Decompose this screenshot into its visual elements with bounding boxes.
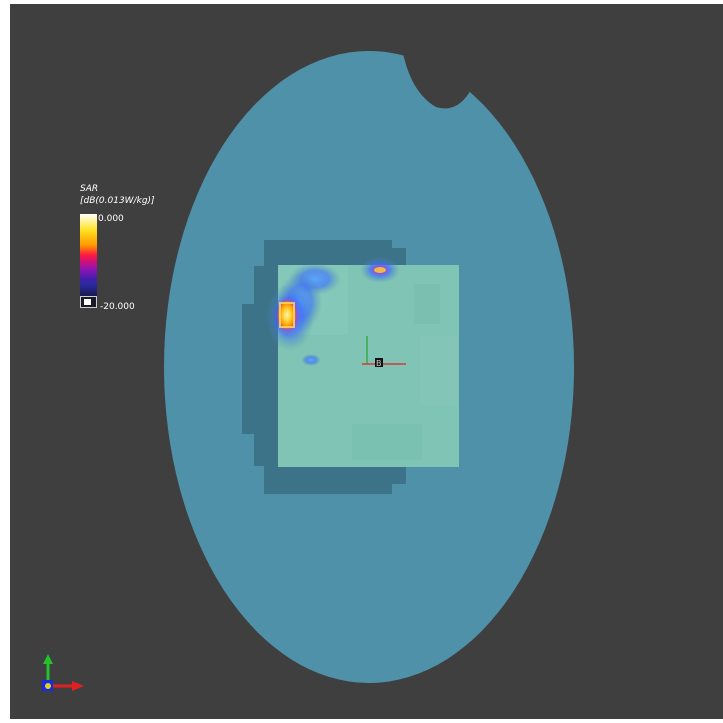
below-range-swatch xyxy=(80,296,97,308)
sar-scene: B xyxy=(42,44,574,691)
legend-unit: [dB(0.013W/kg)] xyxy=(80,196,155,206)
legend-min-label: -20.000 xyxy=(100,302,135,312)
color-scale-bar xyxy=(80,214,97,296)
3d-viewport[interactable]: B SAR [dB(0.013W/kg)] 0.000 -20.000 xyxy=(10,4,723,719)
sar-hotspot-upper xyxy=(360,257,400,283)
origin-crosshair-icon: B xyxy=(362,336,406,368)
device-board xyxy=(278,265,459,467)
sar-hotspot-small xyxy=(301,354,321,366)
legend-title: SAR xyxy=(80,184,99,194)
legend-max-label: 0.000 xyxy=(98,214,124,224)
xyz-axes-icon[interactable] xyxy=(42,654,84,691)
sar-hotspot-peak xyxy=(266,283,314,351)
svg-text:B: B xyxy=(376,359,382,368)
